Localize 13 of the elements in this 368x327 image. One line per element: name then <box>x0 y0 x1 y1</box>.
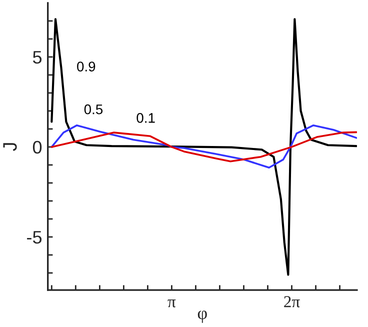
series-label: 0.5 <box>84 104 103 114</box>
series-label: 0.1 <box>136 113 155 123</box>
line-series <box>50 124 357 169</box>
y-tick-label: -5 <box>27 231 42 244</box>
x-axis-title: φ <box>198 310 207 323</box>
x-tick-label: π <box>168 300 176 308</box>
line-series <box>50 131 357 162</box>
y-axis-title: J <box>3 143 17 152</box>
y-tick-label: 0 <box>32 140 42 154</box>
series-label: 0.9 <box>77 62 96 72</box>
y-tick-label: 5 <box>32 51 42 64</box>
line-series <box>50 18 357 276</box>
x-tick-label: 2π <box>284 296 300 308</box>
